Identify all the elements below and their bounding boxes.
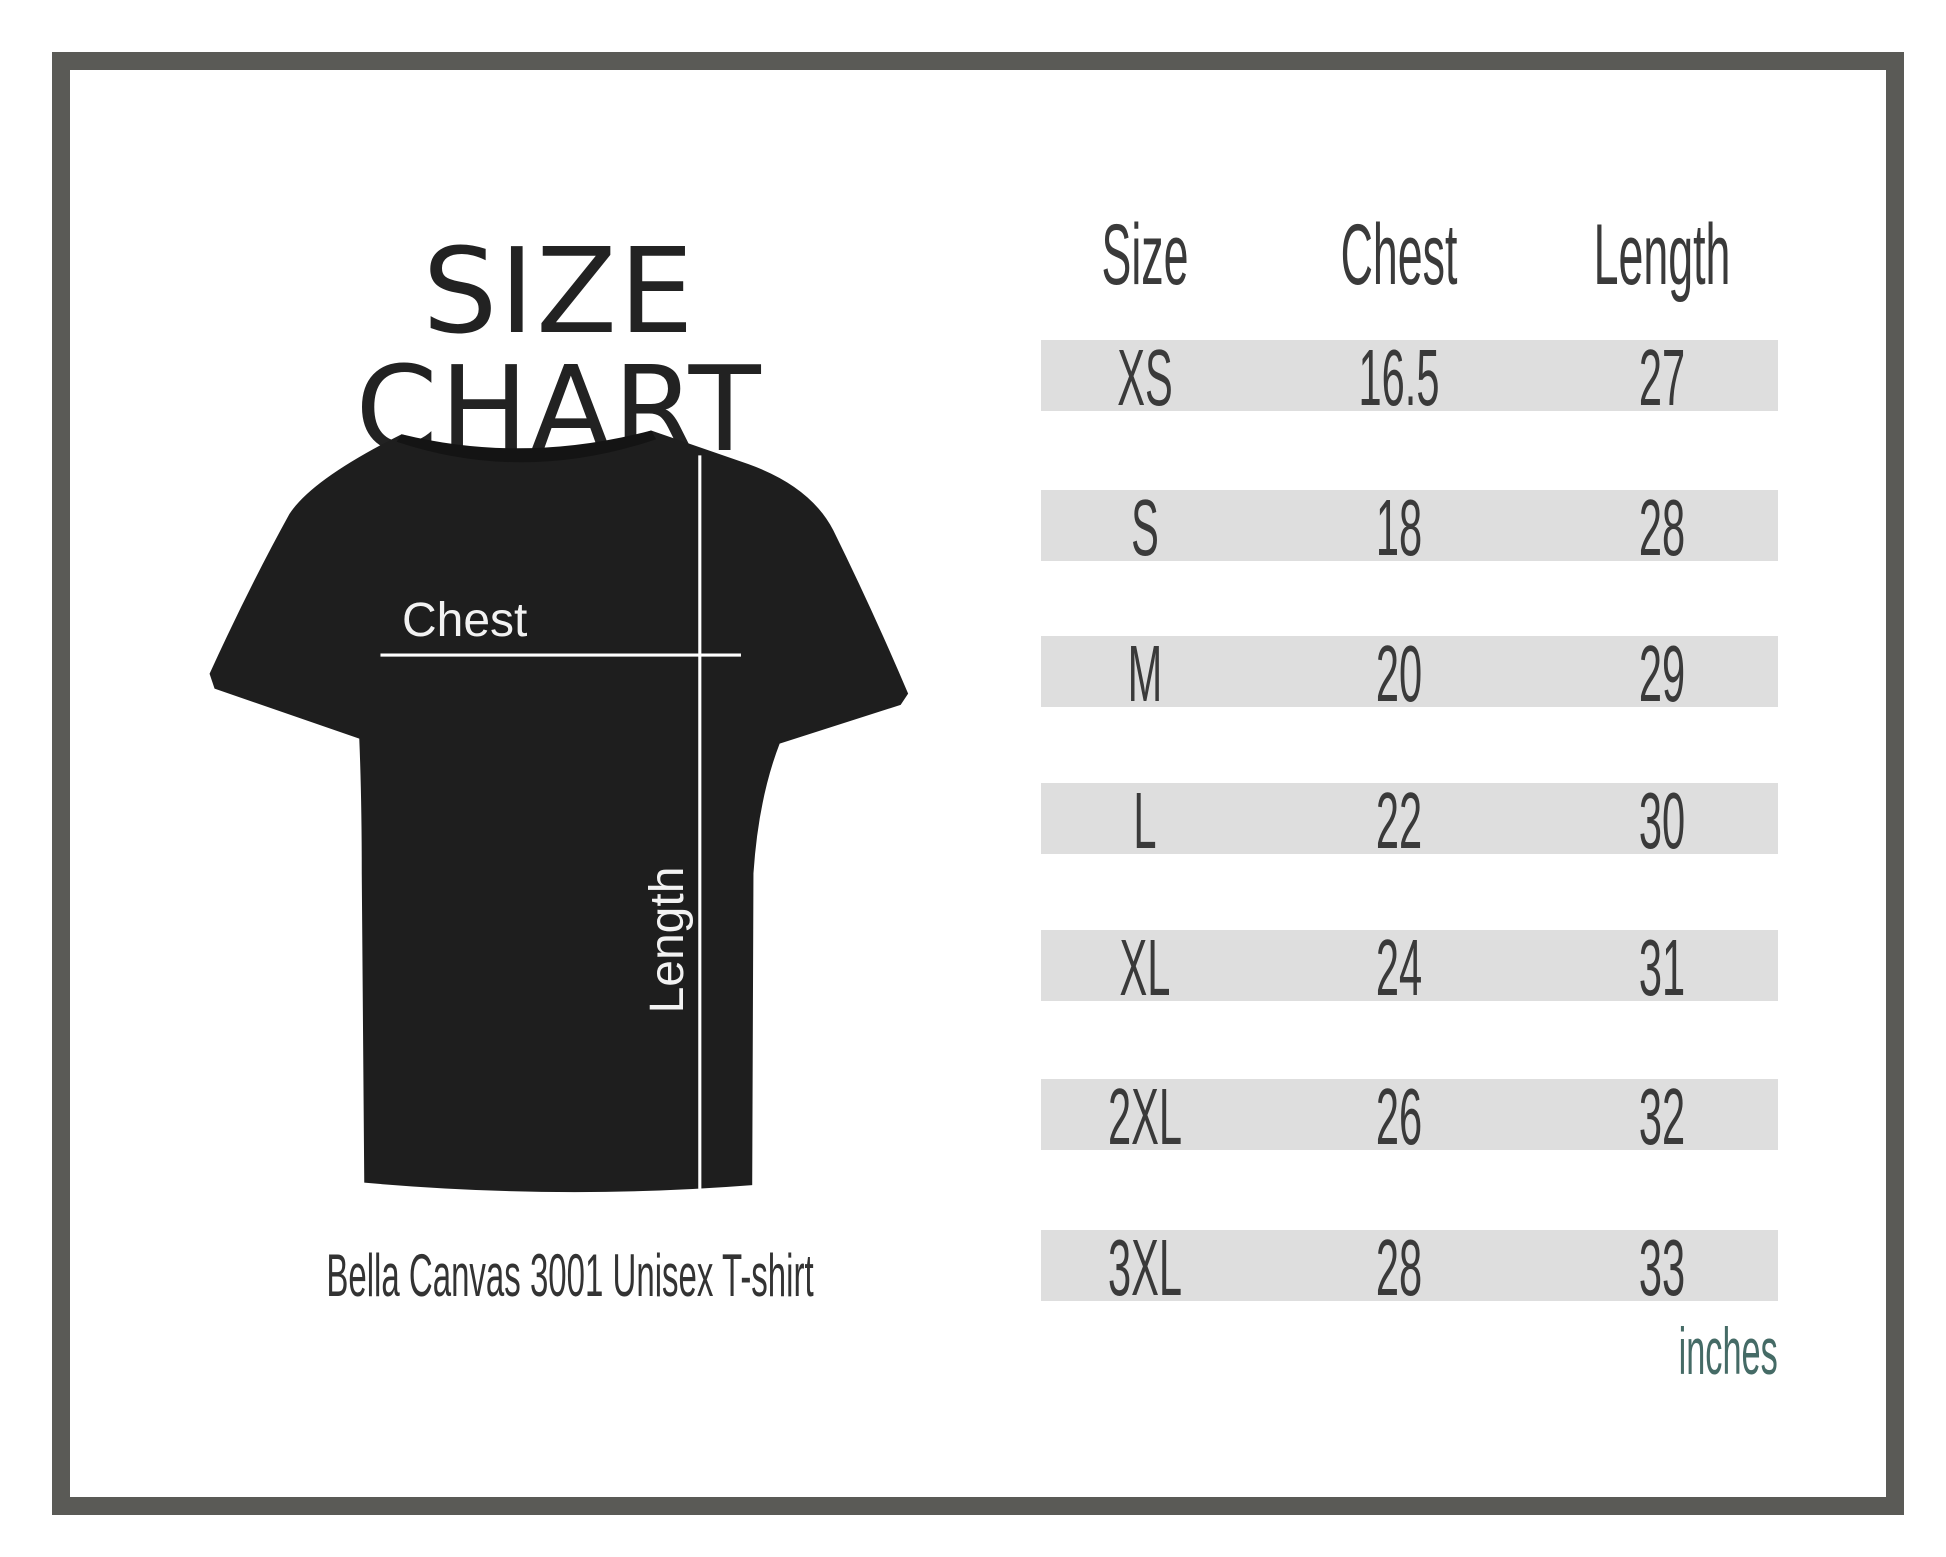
- length-cell: 30: [1638, 776, 1686, 865]
- size-cell: L: [1133, 776, 1157, 865]
- size-cell: M: [1127, 629, 1163, 718]
- size-cell: S: [1131, 483, 1159, 572]
- shirt-caption: Bella Canvas 3001 Unisex T-shirt: [326, 1242, 814, 1309]
- length-cell: 28: [1638, 483, 1686, 572]
- chest-cell: 20: [1375, 629, 1423, 718]
- chest-label: Chest: [402, 594, 528, 647]
- chest-cell: 18: [1375, 483, 1423, 572]
- table-row: S 18 28: [1041, 488, 1778, 568]
- table-row: 3XL 28 33: [1041, 1228, 1778, 1308]
- table-row: 2XL 26 32: [1041, 1077, 1778, 1157]
- unit-label: inches: [1678, 1314, 1778, 1388]
- length-cell: 33: [1638, 1223, 1686, 1312]
- table-row: M 20 29: [1041, 634, 1778, 714]
- length-cell: 31: [1638, 923, 1686, 1012]
- size-cell: 2XL: [1107, 1072, 1183, 1161]
- header-size: Size: [1101, 207, 1189, 303]
- length-cell: 29: [1638, 629, 1686, 718]
- chest-cell: 22: [1375, 776, 1423, 865]
- length-cell: 27: [1638, 333, 1686, 422]
- length-label: Length: [641, 866, 694, 1014]
- header-chest: Chest: [1340, 207, 1458, 303]
- size-cell: 3XL: [1107, 1223, 1183, 1312]
- size-cell: XL: [1119, 923, 1171, 1012]
- table-row: L 22 30: [1041, 781, 1778, 861]
- length-cell: 32: [1638, 1072, 1686, 1161]
- chest-cell: 26: [1375, 1072, 1423, 1161]
- table-row: XL 24 31: [1041, 928, 1778, 1008]
- table-row: XS 16.5 27: [1041, 338, 1778, 418]
- header-length: Length: [1593, 207, 1731, 303]
- chest-cell: 24: [1375, 923, 1423, 1012]
- t-shirt-silhouette: [209, 430, 909, 1193]
- size-cell: XS: [1117, 333, 1173, 422]
- chest-cell: 28: [1375, 1223, 1423, 1312]
- chest-cell: 16.5: [1358, 333, 1440, 422]
